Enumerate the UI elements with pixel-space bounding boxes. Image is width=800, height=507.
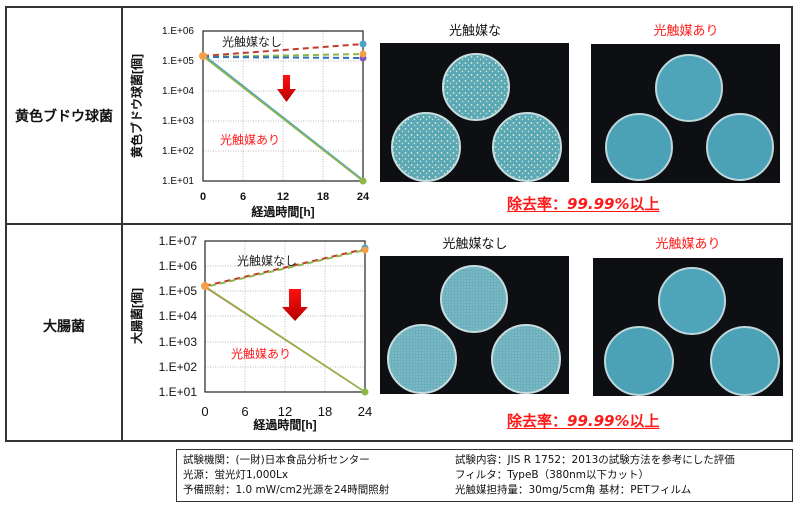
svg-text:6: 6 [240, 191, 246, 203]
row-label-ecoli: 大腸菌 [43, 319, 85, 335]
petri-photo-without-catalyst [380, 256, 569, 394]
chart1-xlabel: 経過時間[h] [251, 204, 314, 219]
svg-text:1.E+06: 1.E+06 [162, 26, 194, 37]
chart2-ylabel: 大腸菌[個] [129, 288, 144, 344]
svg-text:1.E+07: 1.E+07 [159, 234, 198, 248]
light-source: 光源：蛍光灯1,000Lx [183, 469, 289, 481]
down-arrow-icon [277, 75, 296, 102]
svg-text:0: 0 [200, 191, 206, 203]
test-content: 試験内容：JIS R 1752：2013の試験方法を参考にした評価 [455, 454, 735, 466]
chart2-catalyst-lines [204, 286, 366, 393]
chart2-yticks: 1.E+07 1.E+06 1.E+05 1.E+04 1.E+03 1.E+0… [159, 234, 198, 399]
petri-photo-with-catalyst [593, 258, 783, 396]
chart1-yticks: 1.E+06 1.E+05 1.E+04 1.E+03 1.E+02 1.E+0… [162, 26, 194, 187]
chart2-xlabel: 経過時間[h] [253, 417, 316, 432]
svg-text:1.E+04: 1.E+04 [159, 309, 198, 323]
svg-text:1.E+03: 1.E+03 [162, 116, 194, 127]
filter: フィルタ：TypeB（380nm以下カット） [455, 469, 650, 481]
chart2-xticks: 0 6 12 18 24 [201, 404, 372, 419]
petri-dishes-colonies-image [391, 53, 562, 182]
photo-label-without-catalyst: 光触媒なし [442, 237, 508, 252]
svg-text:12: 12 [277, 191, 289, 203]
svg-text:12: 12 [278, 404, 292, 419]
svg-text:24: 24 [357, 191, 370, 203]
test-institution: 試験機関：(一財)日本食品分析センター [183, 454, 370, 466]
svg-text:1.E+05: 1.E+05 [159, 284, 198, 298]
chart2-plot-area [204, 240, 366, 393]
photo-label-without-catalyst: 光触媒な [448, 24, 501, 39]
chart2-grid [205, 241, 365, 392]
removal-rate-ecoli: 除去率：99.99%以上 [507, 412, 660, 430]
svg-text:1.E+02: 1.E+02 [159, 360, 198, 374]
chart1-annotation-catalyst: 光触媒あり [220, 133, 280, 147]
petri-photo-without-catalyst [380, 43, 569, 182]
down-arrow-icon [282, 289, 308, 321]
petri-photo-with-catalyst [591, 44, 780, 183]
test-conditions-right: 試験内容：JIS R 1752：2013の試験方法を参考にした評価 フィルタ：T… [455, 453, 735, 498]
photo-label-with-catalyst: 光触媒あり [655, 237, 721, 252]
chart2-markers [201, 244, 369, 396]
chart1-markers [199, 40, 367, 185]
chart1-ylabel: 黄色ブドウ球菌[個] [129, 54, 144, 158]
svg-text:1.E+06: 1.E+06 [159, 259, 198, 273]
petri-dishes-clear-image [604, 267, 780, 396]
chart2-annotation-catalyst: 光触媒あり [231, 347, 291, 361]
petri-dishes-colonies-image [387, 265, 561, 394]
svg-text:1.E+01: 1.E+01 [159, 385, 198, 399]
photo-label-with-catalyst: 光触媒あり [653, 24, 719, 39]
pre-irradiation: 予備照射：1.0 mW/cm2光源を24時間照射 [183, 484, 390, 496]
svg-text:1.E+04: 1.E+04 [162, 86, 194, 97]
svg-text:1.E+02: 1.E+02 [162, 146, 194, 157]
chart1-annotation-no-catalyst: 光触媒なし [222, 35, 282, 49]
chart1-catalyst-lines [202, 55, 364, 182]
chart2-no-catalyst-lines [204, 248, 366, 288]
test-conditions-box: 試験機関：(一財)日本食品分析センター 光源：蛍光灯1,000Lx 予備照射：1… [176, 449, 793, 502]
svg-text:1.E+01: 1.E+01 [162, 176, 194, 187]
svg-text:18: 18 [318, 404, 332, 419]
chart-ecoli: 大腸菌[個] 1.E+07 1.E+06 1.E+05 1.E+04 1.E+0… [129, 234, 372, 432]
chart1-xticks: 0 6 12 18 24 [200, 191, 370, 203]
svg-text:1.E+03: 1.E+03 [159, 335, 198, 349]
row-divider [5, 223, 793, 225]
test-conditions-left: 試験機関：(一財)日本食品分析センター 光源：蛍光灯1,000Lx 予備照射：1… [183, 453, 389, 498]
svg-text:1.E+05: 1.E+05 [162, 56, 194, 67]
row-label-staphylococcus: 黄色ブドウ球菌 [15, 109, 113, 125]
svg-text:24: 24 [358, 404, 372, 419]
removal-rate-staphylococcus: 除去率：99.99%以上 [507, 195, 660, 213]
svg-text:18: 18 [317, 191, 329, 203]
catalyst-loading: 光触媒担持量：30mg/5cm角 基材：PETフィルム [455, 484, 692, 496]
chart2-annotation-no-catalyst: 光触媒なし [237, 254, 297, 268]
chart1-plot-area [202, 30, 364, 182]
svg-text:0: 0 [201, 404, 208, 419]
petri-dishes-clear-image [605, 54, 774, 181]
chart-staphylococcus: 黄色ブドウ球菌[個] 1.E+06 1.E+05 1.E+04 1.E+03 1… [129, 26, 370, 219]
svg-text:6: 6 [241, 404, 248, 419]
chart1-no-catalyst-lines [202, 43, 364, 59]
